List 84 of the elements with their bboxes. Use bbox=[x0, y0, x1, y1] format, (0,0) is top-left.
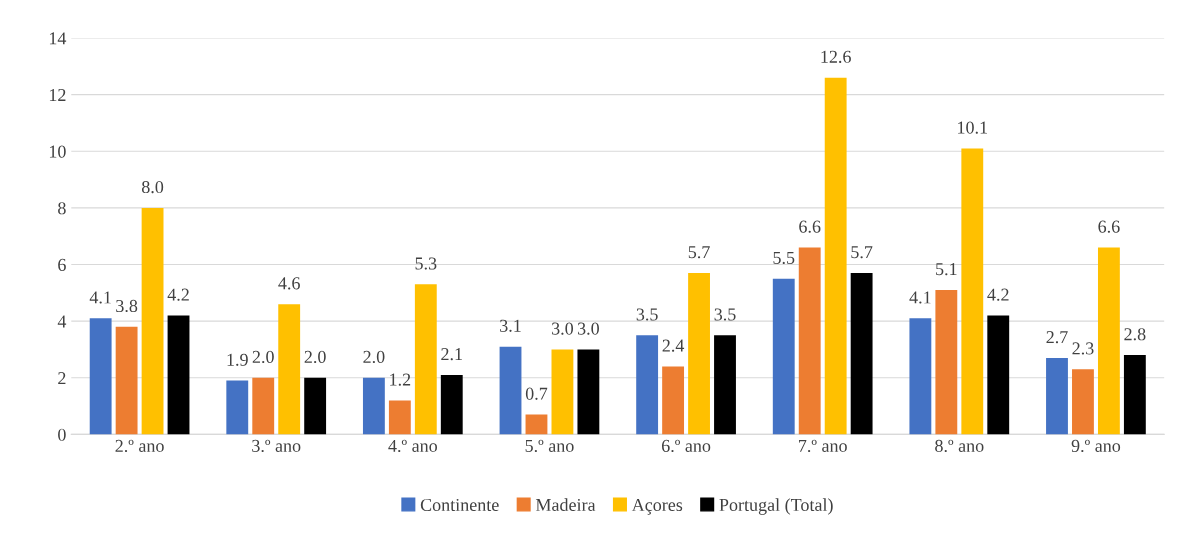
bar bbox=[1097, 247, 1120, 435]
y-tick-label: 10 bbox=[49, 145, 66, 158]
bar bbox=[141, 207, 164, 435]
data-label: 4.2 bbox=[167, 288, 189, 301]
y-tick-label: 8 bbox=[58, 202, 66, 215]
data-label: 2.0 bbox=[252, 350, 274, 364]
y-tick-label: 0 bbox=[58, 428, 66, 441]
bar bbox=[824, 77, 847, 435]
y-tick-label: 2 bbox=[58, 372, 66, 385]
data-label: 5.7 bbox=[851, 246, 873, 259]
legend-label: Açores bbox=[631, 498, 683, 515]
data-label: 4.6 bbox=[278, 277, 300, 290]
x-tick-label: 9.º ano bbox=[1071, 439, 1121, 453]
bar bbox=[525, 414, 548, 435]
x-tick-label: 2.º ano bbox=[115, 439, 164, 453]
data-label: 3.8 bbox=[116, 299, 138, 313]
legend-label: Continente bbox=[420, 498, 499, 512]
data-label: 0.7 bbox=[525, 387, 548, 400]
x-tick-label: 5.º ano bbox=[525, 439, 574, 453]
bar bbox=[1046, 357, 1068, 435]
data-label: 8.0 bbox=[141, 180, 164, 194]
bar bbox=[662, 366, 685, 435]
bar bbox=[850, 273, 873, 435]
data-label: 3.0 bbox=[552, 322, 574, 335]
data-label: 4.1 bbox=[89, 291, 111, 304]
bar bbox=[551, 349, 574, 435]
bar bbox=[987, 315, 1010, 435]
data-label: 12.6 bbox=[821, 50, 851, 63]
bar bbox=[252, 377, 275, 435]
data-label: 2.7 bbox=[1046, 331, 1068, 344]
bar bbox=[961, 148, 984, 435]
bar bbox=[1123, 355, 1146, 435]
data-label: 3.0 bbox=[577, 322, 599, 335]
data-label: 4.1 bbox=[909, 291, 931, 304]
data-label: 2.0 bbox=[304, 350, 326, 364]
data-label: 5.1 bbox=[936, 263, 957, 276]
bar bbox=[636, 335, 659, 435]
x-tick-label: 6.º ano bbox=[661, 439, 711, 453]
bar bbox=[167, 315, 190, 435]
data-label: 2.0 bbox=[363, 350, 385, 364]
data-label: 5.7 bbox=[688, 246, 710, 259]
bar bbox=[688, 273, 710, 435]
y-tick-label: 14 bbox=[49, 32, 67, 45]
data-label: 2.8 bbox=[1124, 328, 1146, 341]
bar bbox=[577, 349, 600, 435]
data-label: 2.3 bbox=[1072, 342, 1094, 355]
x-tick-label: 8.º ano bbox=[935, 439, 984, 453]
data-label: 5.5 bbox=[773, 251, 795, 264]
data-label: 6.6 bbox=[1098, 220, 1120, 233]
x-tick-label: 4.º ano bbox=[388, 439, 437, 453]
bar bbox=[714, 335, 736, 435]
bar bbox=[115, 326, 138, 435]
bar bbox=[226, 380, 249, 435]
bar bbox=[388, 400, 411, 435]
data-label: 5.3 bbox=[415, 257, 437, 270]
bar bbox=[772, 278, 795, 435]
bar bbox=[414, 284, 437, 435]
bar bbox=[89, 318, 112, 435]
x-tick-label: 3.º ano bbox=[252, 439, 301, 453]
data-label: 6.6 bbox=[799, 220, 821, 233]
y-tick-label: 4 bbox=[57, 315, 67, 328]
data-label: 3.5 bbox=[636, 308, 658, 321]
data-label: 1.9 bbox=[227, 353, 248, 366]
bar bbox=[278, 304, 301, 435]
bar bbox=[798, 247, 821, 435]
bar bbox=[440, 374, 463, 435]
y-tick-label: 12 bbox=[49, 88, 66, 101]
data-label: 3.1 bbox=[500, 319, 521, 332]
bar bbox=[909, 318, 932, 435]
bar bbox=[362, 377, 385, 435]
y-tick-label: 6 bbox=[58, 258, 66, 271]
data-label: 1.2 bbox=[390, 373, 411, 386]
data-label: 2.4 bbox=[662, 339, 685, 352]
data-label: 4.2 bbox=[987, 288, 1009, 301]
data-label: 3.5 bbox=[714, 308, 736, 321]
bar bbox=[499, 346, 522, 435]
bar bbox=[1072, 369, 1094, 435]
legend-label: Madeira bbox=[535, 498, 596, 512]
bar bbox=[304, 377, 327, 435]
legend-label: Portugal (Total) bbox=[719, 498, 833, 515]
bar bbox=[935, 290, 958, 435]
data-label: 2.1 bbox=[441, 348, 462, 361]
x-tick-label: 7.º ano bbox=[799, 439, 847, 453]
data-label: 10.1 bbox=[958, 121, 987, 134]
